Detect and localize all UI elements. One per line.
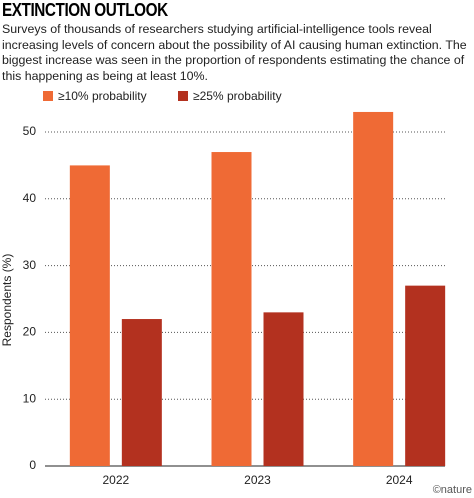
x-tick-label: 2023: [244, 473, 271, 487]
y-tick-label: 20: [23, 325, 37, 339]
chart-title: EXTINCTION OUTLOOK: [2, 0, 168, 20]
bar: [211, 152, 252, 467]
bar: [121, 319, 162, 466]
bar: [353, 111, 394, 467]
y-axis-label: Respondents (%): [0, 254, 14, 347]
legend-swatch: [178, 91, 188, 101]
bar: [405, 285, 446, 466]
y-tick-label: 50: [23, 124, 37, 138]
y-tick-label: 10: [23, 391, 37, 405]
y-tick-label: 30: [23, 258, 37, 272]
bar: [263, 312, 304, 466]
legend-label: ≥25% probability: [193, 89, 282, 103]
source: ©nature: [433, 484, 472, 496]
y-tick-label: 40: [23, 191, 37, 205]
x-tick-label: 2024: [386, 473, 413, 487]
legend-swatch: [43, 91, 53, 101]
y-tick-label: 0: [29, 458, 36, 472]
chart-subtitle: Surveys of thousands of researchers stud…: [2, 22, 467, 83]
legend-label: ≥10% probability: [58, 89, 147, 103]
bar: [69, 165, 110, 466]
x-tick-label: 2022: [102, 473, 129, 487]
